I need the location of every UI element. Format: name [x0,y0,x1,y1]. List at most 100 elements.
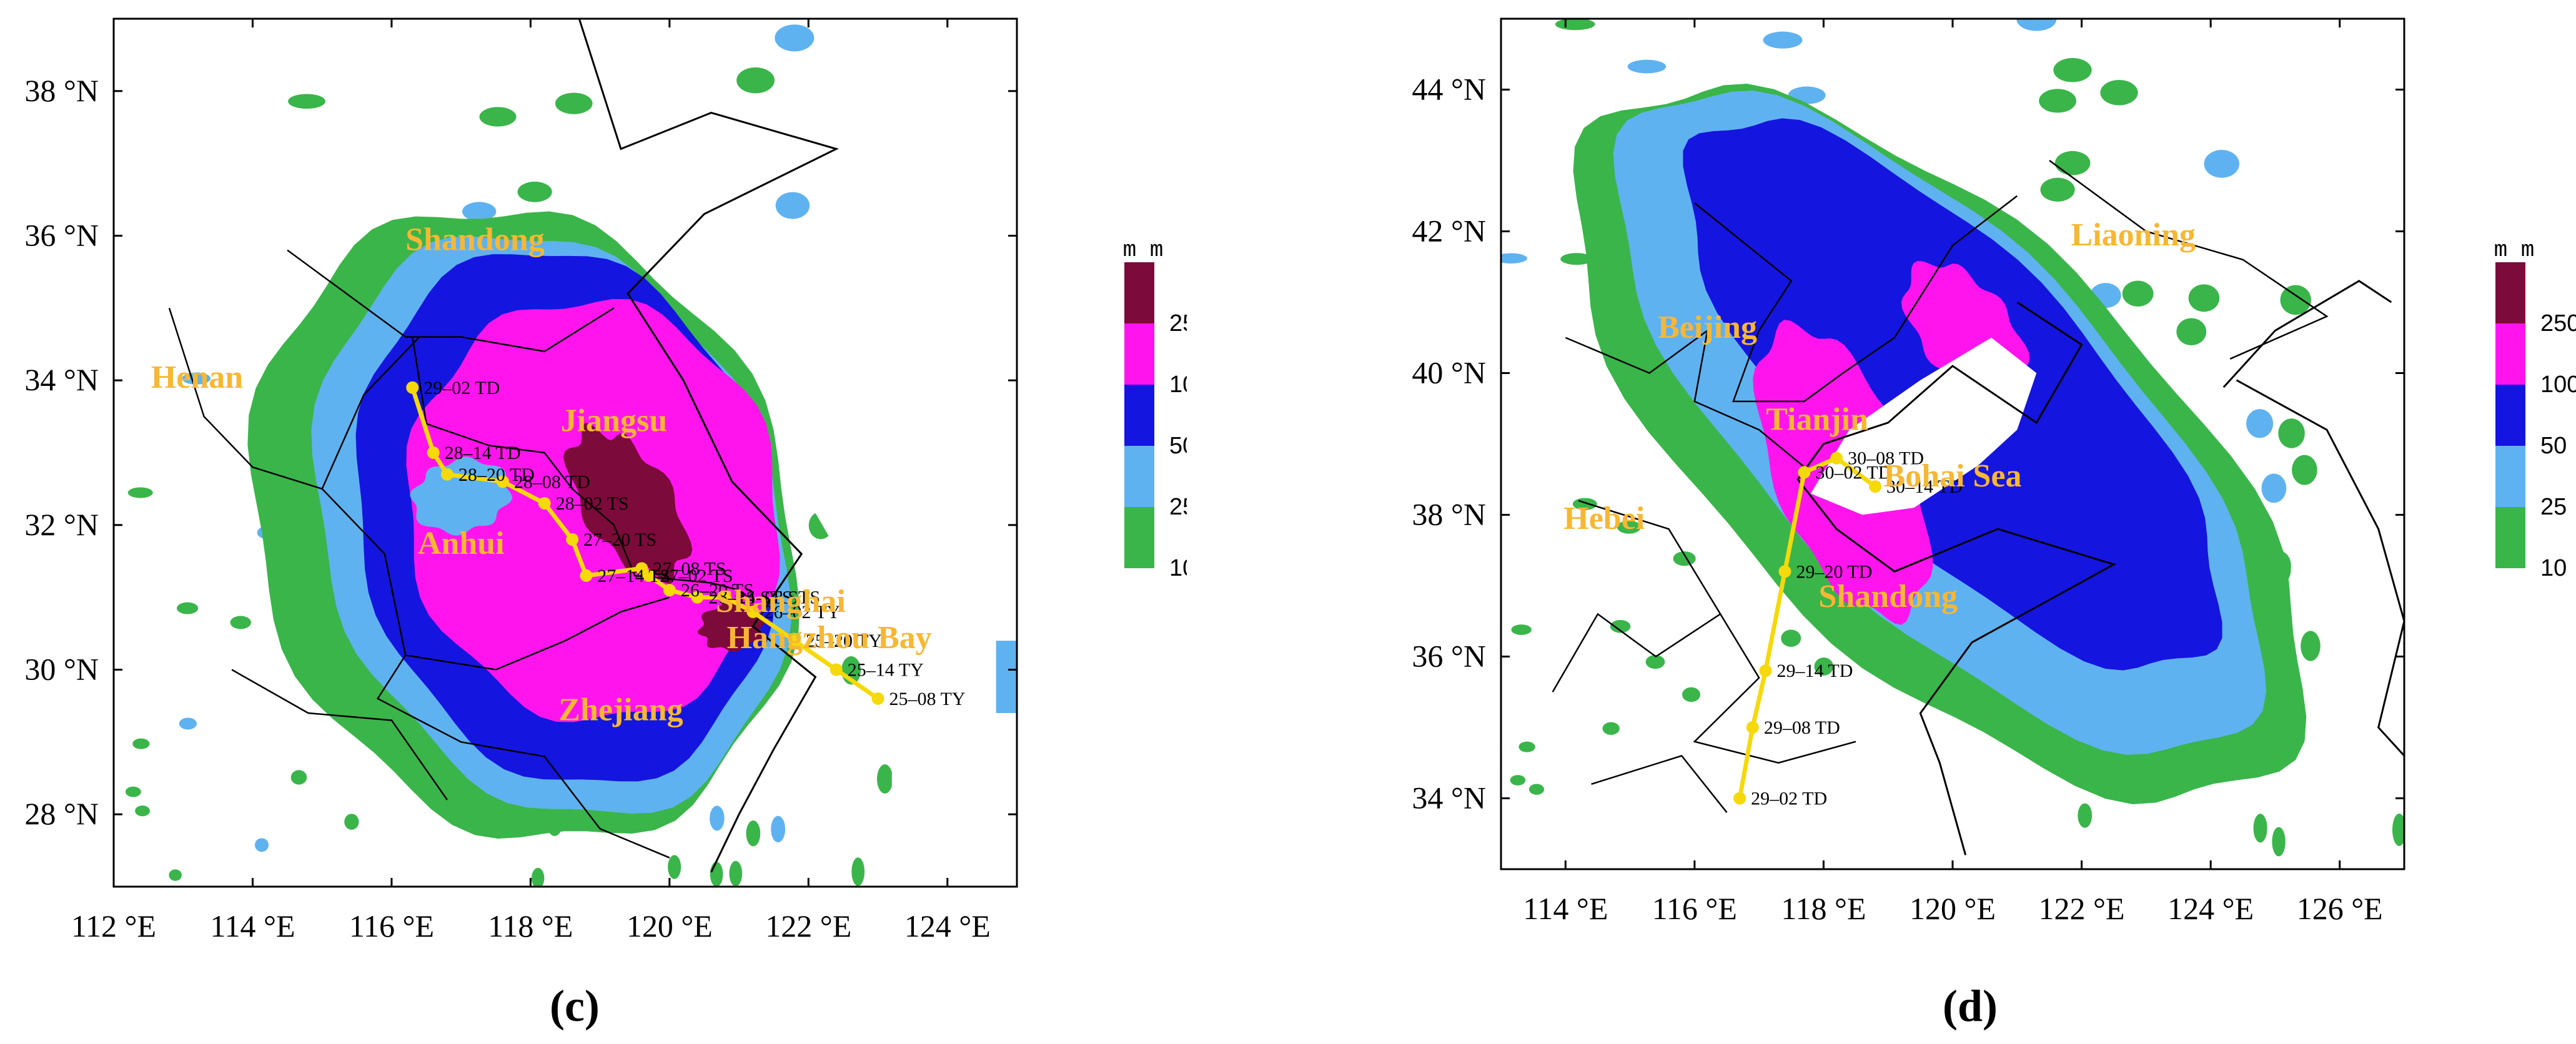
rain-speckle [2039,89,2076,113]
region-label: Zhejiang [558,692,683,728]
track-point-label: 26–08 STS [736,588,820,608]
lon-tick-label: 120 °E [627,909,713,943]
track-point [635,562,648,575]
rain-speckle [169,869,182,881]
rain-speckle [1511,624,1532,635]
legend-swatch [2495,323,2525,385]
legend-level-label: 10 [1169,555,1187,581]
track-point-label: 28–14 TD [445,443,521,463]
rain-speckle [1510,775,1526,785]
lat-tick-label: 40 °N [1412,355,1486,390]
rain-speckle [2016,19,2057,31]
rain-speckle [517,181,552,202]
rain-speckle [2292,455,2317,485]
rain-speckle [2176,318,2207,346]
lat-tick-label: 38 °N [1412,497,1486,532]
legend-swatch [1124,507,1154,568]
rain-band-c250 [563,422,693,584]
lon-tick-label: 124 °E [2167,891,2254,926]
rain-speckle [746,820,761,847]
track-point-label: 30–08 TD [1848,448,1924,469]
legend-unit: m m [1123,237,1164,263]
track-point [580,569,593,582]
rain-speckle [531,867,545,887]
rain-speckle [771,815,786,843]
rain-speckle [344,814,359,830]
track-point [871,692,884,705]
province-border [1591,754,1728,813]
region-label: Hangzhou Bay [727,620,932,656]
lon-tick-label: 118 °E [488,909,573,943]
track-point-label: 29–14 TD [1776,661,1853,681]
rain-speckle [1627,59,1667,74]
track-point [1759,664,1772,677]
rain-speckle [668,855,681,879]
province-border [1694,195,2018,403]
korea-coastline [2236,379,2404,757]
rain-speckle [479,107,517,127]
rain-speckle [2392,814,2404,846]
rain-speckle [254,838,269,852]
track-point-label: 27–02 TS [660,566,733,586]
track-point-label: 25–20 TY [806,631,882,651]
rain-speckle [1602,722,1620,735]
legend-swatch [2495,507,2525,568]
rain-speckle [182,372,211,385]
track-point [566,533,579,546]
national-border [2222,280,2392,388]
panel-d-caption: (d) [1943,981,1998,1031]
rain-speckle [2301,631,2321,661]
rain-speckle [1555,19,1595,31]
track-point [1733,792,1746,805]
track-point [788,634,801,648]
rain-speckle [1763,31,1803,49]
rain-speckle [2253,814,2267,843]
rain-speckle [132,738,150,749]
legend-swatch [1124,446,1154,507]
track-point [1869,480,1882,493]
rain-speckle [710,805,725,831]
track-point-label: 29–20 TD [1796,561,1872,582]
province-border [412,337,740,591]
east-sea-area [780,19,1017,887]
track-point [1746,721,1759,734]
lat-tick-label: 32 °N [24,507,99,542]
track-point-label: 26–02 TY [764,602,840,623]
region-label: Anhui [418,526,505,561]
legend-level-label: 25 [1169,494,1187,520]
track-point [691,591,704,604]
rain-speckle [177,602,199,614]
province-border [287,249,615,353]
track-point [746,605,760,618]
track-point-label: 29–02 TD [1751,789,1827,809]
track-point-label: 27–20 TS [583,529,656,550]
track-point-label: 26–14 STS [708,588,792,608]
track-point [830,663,843,676]
track-point-label: 30–02 TD [1815,462,1891,483]
rain-speckle [127,487,153,498]
track-point-label: 28–20 TD [458,465,535,485]
legend-unit: m m [2494,237,2535,263]
rain-speckle [2054,150,2091,175]
offshore-rain [996,641,1017,713]
region-label: Jiangsu [561,403,668,438]
rain-speckle [1617,520,1641,534]
region-label: Shandong [405,222,545,258]
rain-speckle [125,786,141,797]
rain-speckle [2278,418,2305,448]
lat-tick-label: 42 °N [1412,214,1486,249]
rain-speckle [2078,803,2093,828]
rain-speckle [1528,784,1545,795]
rain-speckle [2040,177,2075,202]
lat-tick-label: 34 °N [1412,781,1486,815]
rain-speckle [1610,619,1631,633]
track-point [1830,451,1843,465]
bohai-sea-area [1810,337,2037,515]
rain-speckle [729,860,743,887]
track-point [1798,466,1811,479]
track-point-label: 25–08 TY [889,689,966,709]
lat-tick-label: 30 °N [24,652,99,687]
